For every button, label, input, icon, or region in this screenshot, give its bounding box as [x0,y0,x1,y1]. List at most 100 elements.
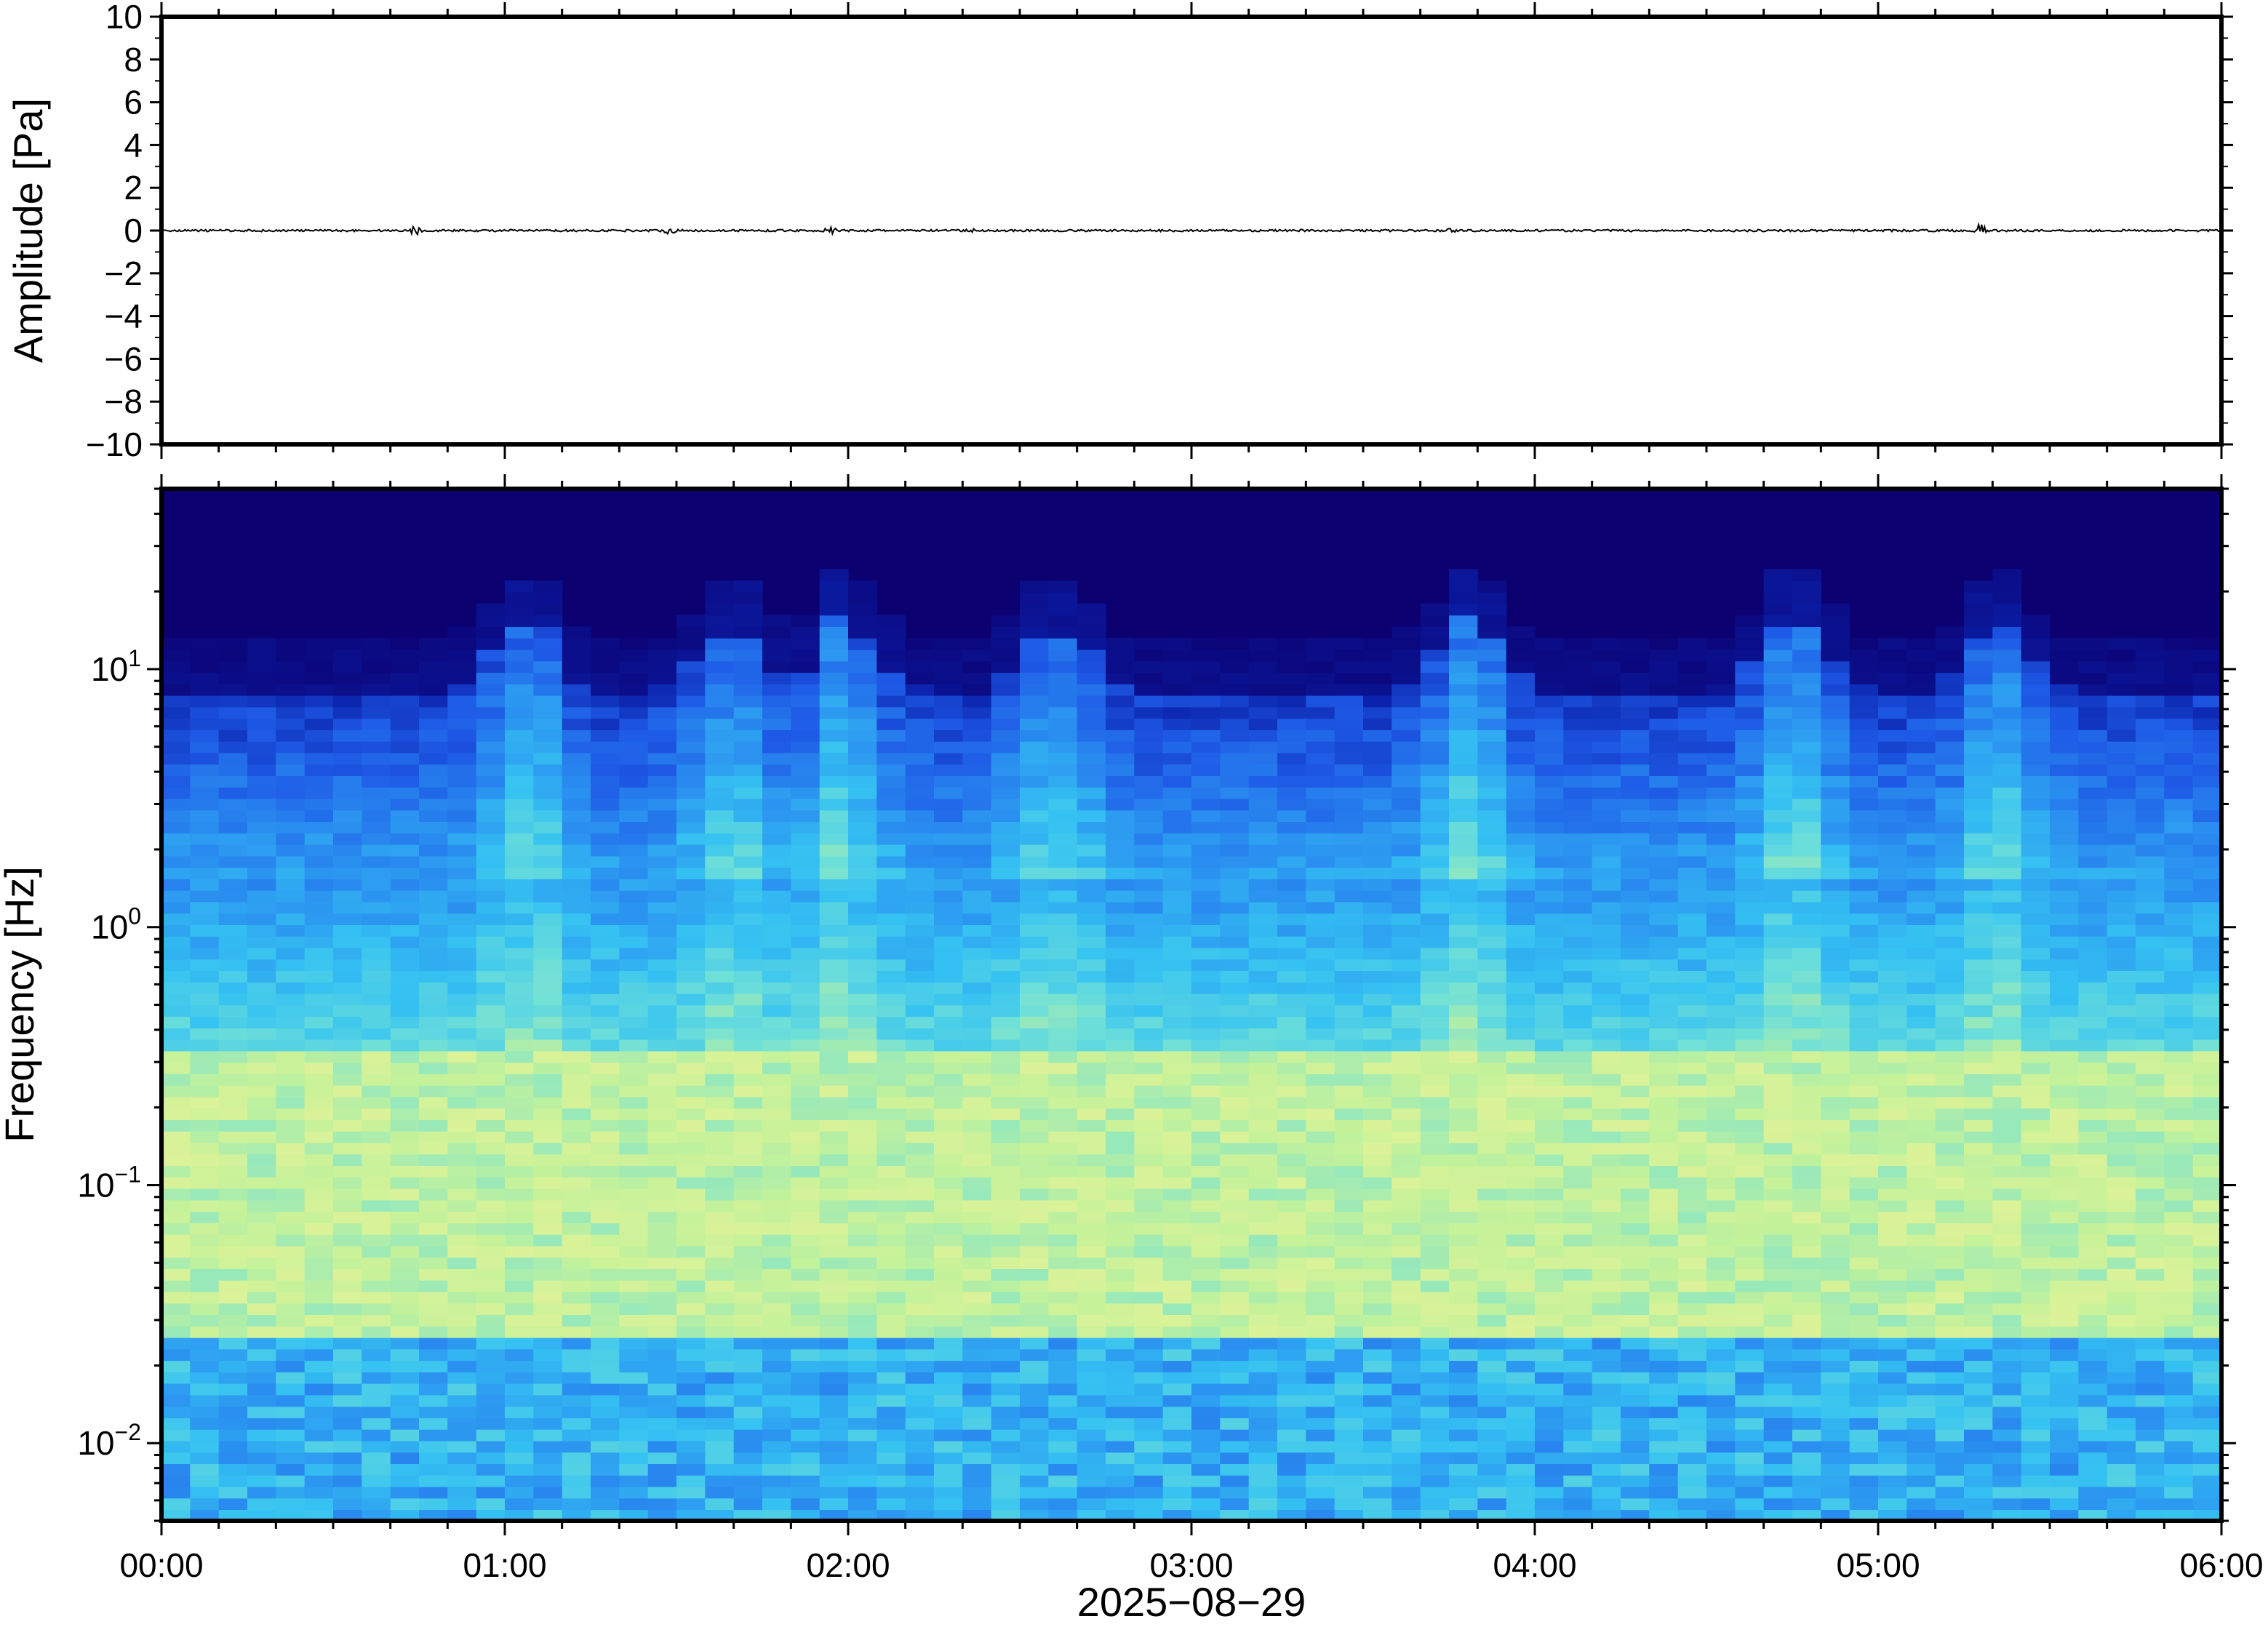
spectrogram-cell [1162,1119,1192,1132]
spectrogram-cell [848,947,878,960]
spectrogram-cell [1621,740,1650,753]
spectrogram-cell [1277,1130,1307,1143]
spectrogram-cell [1706,1165,1736,1178]
spectrogram-cell [1477,1004,1507,1018]
spectrogram-cell [1449,615,1479,627]
spectrogram-cell [276,764,306,776]
spectrogram-cell [733,1268,763,1281]
spectrogram-cell [1621,1474,1650,1487]
spectrogram-cell [1621,1383,1650,1396]
spectrogram-cell [619,1199,649,1212]
spectrogram-cell [1220,1257,1250,1269]
spectrogram-cell [1334,786,1364,799]
spectrogram-cell [447,1463,477,1476]
spectrogram-cell [476,1452,506,1464]
spectrogram-cell [1849,1337,1879,1350]
spectrogram-cell [190,1004,220,1018]
spectrogram-cell [647,786,677,799]
spectrogram-cell [190,1245,220,1258]
spectrogram-cell [1020,626,1050,639]
spectrogram-cell [1077,1383,1106,1396]
spectrogram-cell [1792,1418,1822,1430]
spectrogram-cell [1220,901,1250,914]
spectrogram-cell [819,775,849,788]
spectrogram-cell [1277,1463,1307,1476]
spectrogram-cell [1592,1337,1621,1350]
spectrogram-cell [1363,1108,1393,1120]
spectrogram-cell [848,1474,878,1487]
spectrogram-cell [276,1199,306,1212]
spectrogram-cell [247,1314,277,1327]
spectrogram-cell [333,982,363,994]
spectrogram-cell [218,752,248,765]
spectrogram-cell [1706,1406,1736,1418]
spectrogram-cell [276,1245,306,1258]
spectrogram-cell [505,970,535,983]
spectrogram-cell [218,867,248,879]
spectrogram-cell [1220,1348,1250,1362]
spectrogram-cell [1821,1074,1850,1086]
spectrogram-cell [1563,982,1593,994]
spectrogram-cell [304,1303,334,1315]
spectrogram-cell [247,1268,277,1281]
spectrogram-cell [562,1004,591,1018]
spectrogram-cell [218,1257,248,1269]
spectrogram-cell [877,1268,906,1281]
spectrogram-cell [1792,1154,1822,1167]
spectrogram-cell [304,1177,334,1189]
spectrogram-cell [1935,1142,1965,1155]
spectrogram-cell [1878,901,1908,914]
spectrogram-cell [1363,1383,1393,1396]
spectrogram-cell [1077,993,1106,1006]
spectrogram-cell [1849,1084,1879,1098]
spectrogram-cell [1563,1234,1593,1247]
spectrogram-cell [505,786,535,799]
spectrogram-cell [276,1474,306,1487]
spectrogram-cell [1277,1119,1307,1132]
spectrogram-cell [447,1119,477,1132]
spectrogram-cell [1248,1188,1278,1201]
spectrogram-cell [533,1119,563,1132]
spectrogram-cell [1191,844,1221,857]
spectrogram-image [161,489,2222,1522]
spectrogram-cell [1763,1314,1793,1327]
spectrogram-cell [1563,1004,1593,1018]
spectrogram-cell [1821,1257,1850,1269]
spectrogram-cell [1677,1440,1707,1453]
spectrogram-cell [1849,798,1879,811]
spectrogram-cell [1935,1096,1965,1109]
spectrogram-cell [1277,684,1307,696]
spectrogram-cell [962,913,992,925]
spectrogram-cell [1906,879,1936,891]
spectrogram-cell [390,740,420,753]
spectrogram-cell [647,924,677,937]
spectrogram-cell [1077,959,1106,971]
spectrogram-cell [1306,1199,1335,1212]
spectrogram-cell [591,718,620,730]
spectrogram-cell [877,1039,906,1052]
spectrogram-cell [362,1303,391,1315]
spectrogram-cell [991,833,1021,845]
spectrogram-cell [1020,1428,1050,1442]
spectrogram-cell [1191,970,1221,983]
spectrogram-cell [1391,1452,1421,1464]
spectrogram-cell [1106,1084,1135,1098]
spectrogram-cell [1735,1188,1765,1201]
spectrogram-cell [1449,798,1479,811]
spectrogram-cell [1277,1188,1307,1201]
spectrogram-cell [1277,935,1307,948]
spectrogram-cell [1821,1360,1850,1372]
spectrogram-cell [276,1291,306,1304]
spectrogram-cell [791,1223,820,1235]
spectrogram-cell [848,695,878,708]
spectrogram-cell [591,1211,620,1223]
spectrogram-cell [1162,775,1192,788]
spectrogram-cell [1706,1452,1736,1464]
spectrogram-cell [1106,1498,1135,1511]
spectrogram-cell [1306,1326,1335,1338]
spectrogram-cell [1621,1165,1650,1178]
spectrogram-cell [733,615,763,627]
spectrogram-cell [1621,1428,1650,1442]
spectrogram-cell [1964,1142,1994,1155]
spectrogram-cell [1334,1383,1364,1396]
